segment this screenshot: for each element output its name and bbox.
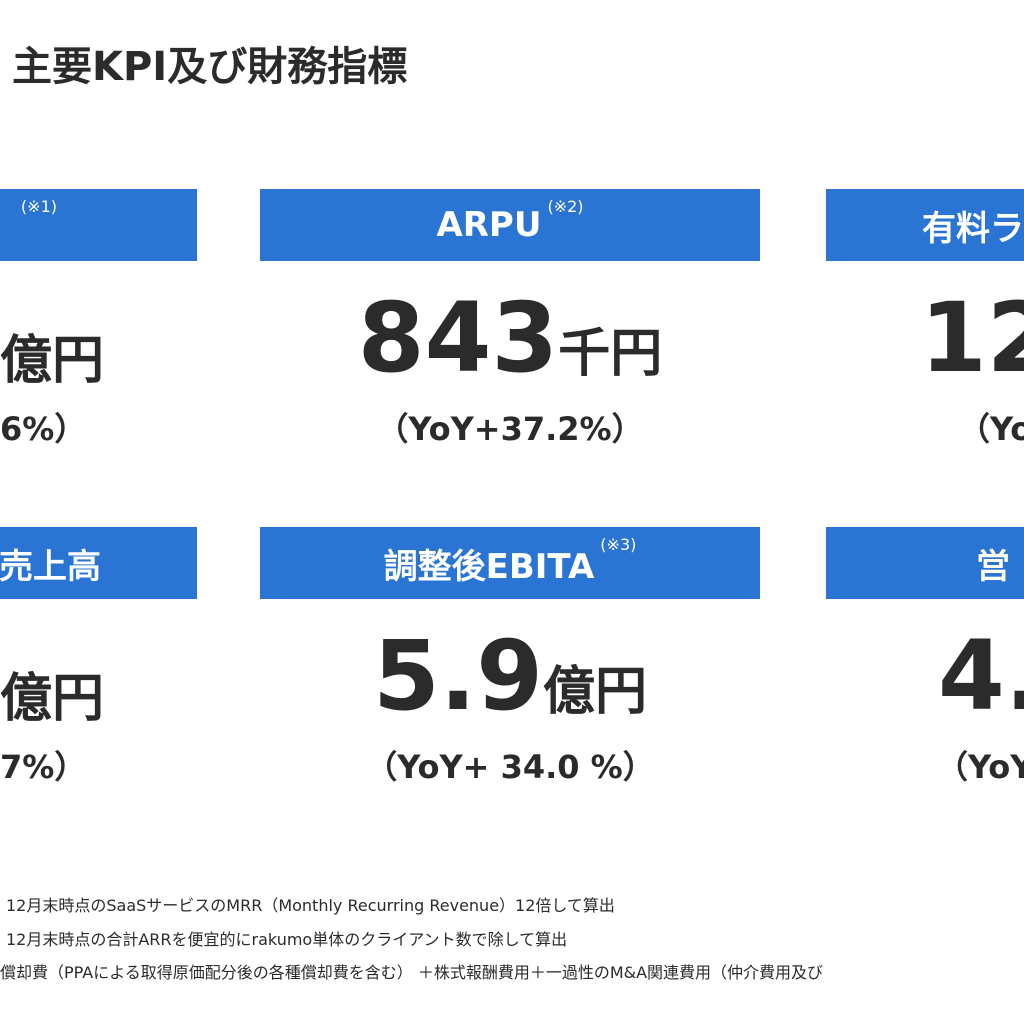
unit: 千円: [558, 324, 663, 384]
label: 調整後EBITA: [383, 546, 595, 587]
card-header: 売上高: [0, 527, 197, 599]
card-value: 5.9億円: [260, 620, 760, 732]
footnote: 12月末時点の合計ARRを便宜的にrakumo単体のクライアント数で除して算出: [6, 930, 568, 949]
card-value: 843千円: [260, 282, 760, 394]
card-yoy: （Yo: [958, 410, 1024, 448]
unit: 億円: [543, 662, 648, 722]
note: (※3): [600, 535, 637, 554]
card-header: 営: [826, 527, 1024, 599]
card-header: (※1): [0, 189, 197, 261]
card-unit: 億円: [0, 331, 105, 391]
card-yoy: （YoY+37.2%）: [376, 410, 644, 448]
note: (※1): [20, 197, 57, 216]
value: 5.9: [372, 620, 544, 732]
card-value: 12: [920, 282, 1024, 394]
label: 売上高: [0, 546, 101, 587]
card-yoy: （YoY: [936, 748, 1024, 786]
card-value: 4.: [938, 620, 1024, 732]
note: (※2): [547, 197, 584, 216]
card-yoy: （YoY+ 34.0 %）: [365, 748, 655, 786]
footnote: 償却費（PPAによる取得原価配分後の各種償却費を含む） ＋株式報酬費用＋一過性の…: [0, 963, 824, 982]
card-yoy: 6%）: [0, 410, 87, 448]
value: 843: [357, 282, 559, 394]
footnote: 12月末時点のSaaSサービスのMRR（Monthly Recurring Re…: [6, 896, 615, 915]
card-unit: 億円: [0, 669, 105, 729]
card-yoy: 7%）: [0, 748, 87, 786]
card-header: ARPU (※2): [260, 189, 760, 261]
label: 営: [976, 546, 1010, 587]
card-header: 有料ラ: [826, 189, 1024, 261]
label: 有料ラ: [922, 208, 1024, 249]
slide-title: 主要KPI及び財務指標: [12, 44, 408, 90]
card-header: 調整後EBITA (※3): [260, 527, 760, 599]
label: ARPU: [436, 205, 542, 245]
